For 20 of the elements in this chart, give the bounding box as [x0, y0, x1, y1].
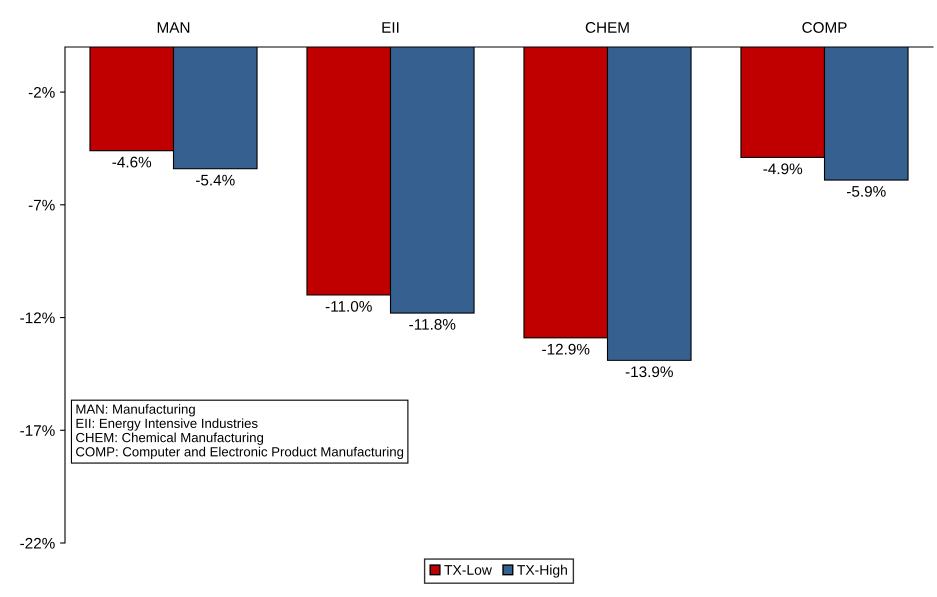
- data-label: -5.4%: [196, 174, 235, 186]
- annotation: MAN: Manufacturing EII: Energy Intensive Industries CHEM: Chemical Manufacturing COMP: Computer and Electronic Product Manufacturing: [76, 404, 404, 460]
- x-tick-label: COMP: [802, 22, 847, 33]
- data-label: -12.9%: [542, 344, 590, 355]
- x-tick-label: MAN: [158, 22, 190, 33]
- x-tick-label: CHEM: [586, 22, 629, 33]
- data-label: -13.9%: [626, 366, 673, 378]
- y-tick-label: -22%: [20, 538, 55, 549]
- x-tick-label: EII: [382, 22, 398, 33]
- y-tick-label: -17%: [20, 425, 55, 436]
- data-label: -4.6%: [112, 156, 152, 168]
- y-tick-label: -12%: [20, 312, 55, 324]
- y-tick-label: -7%: [28, 200, 55, 210]
- data-label: -11.0%: [326, 300, 372, 312]
- data-label: -11.8%: [409, 318, 456, 330]
- data-label: -5.9%: [846, 186, 886, 197]
- y-tick-label: -2%: [28, 86, 55, 98]
- legend-label: TX-High: [517, 564, 567, 578]
- data-label: -4.9%: [763, 163, 802, 174]
- legend-label: TX-Low: [444, 565, 492, 575]
